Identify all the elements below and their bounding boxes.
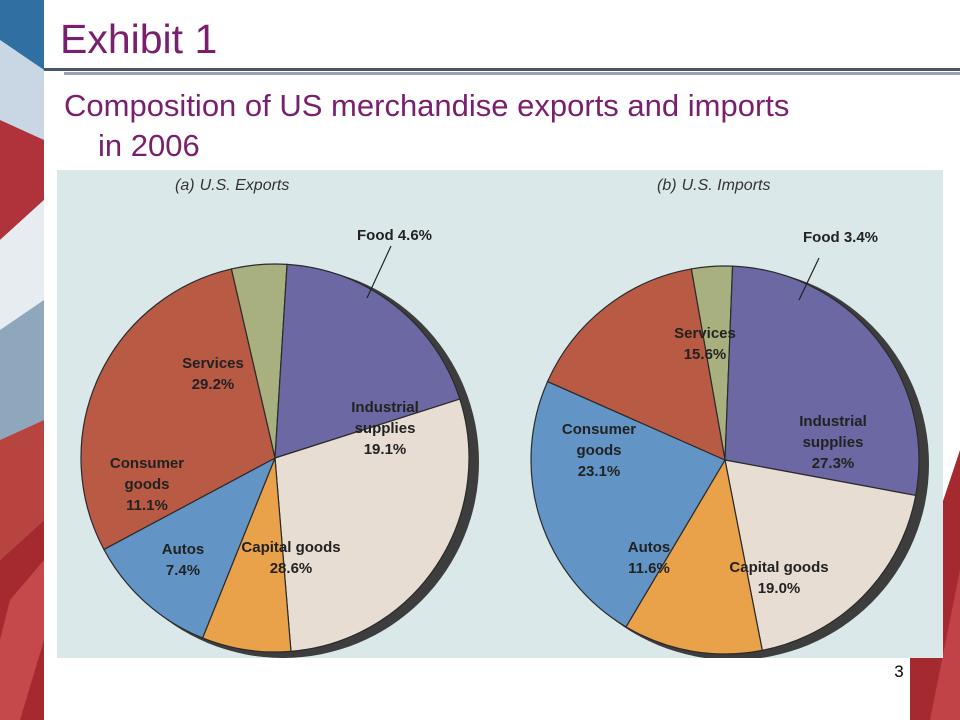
slice-label-capital-goods: Capital goods 28.6% [241,539,340,577]
slice-label-line: 11.6% [628,560,670,577]
slice-capital-goods [274,398,470,652]
slice-services [546,268,726,462]
slice-label-food: Food 3.4% [803,229,878,246]
slice-label-line: supplies [803,434,864,451]
slice-label-line: Autos [162,541,205,558]
slice-label-line: 15.6% [684,346,727,363]
pie-title-prefix: (a) [175,177,195,194]
slice-autos [625,458,763,655]
slice-consumer-goods [103,456,277,639]
slice-label-line: Consumer [562,421,636,438]
slice-label-line: Food 3.4% [803,229,878,246]
slice-label-line: 29.2% [192,376,235,393]
slice-label-capital-goods: Capital goods 19.0% [729,559,828,597]
slice-label-line: 19.0% [758,580,801,597]
slice-label-consumer-goods: Consumer goods 11.1% [110,455,184,514]
slice-label-line: Autos [628,539,671,556]
slice-label-autos: Autos 7.4% [162,541,205,579]
pie-title: (a) U.S. Exports [175,177,289,194]
slice-consumer-goods [530,380,726,628]
pie-title-text: U.S. Exports [200,177,290,194]
slice-services [80,268,276,551]
pie-title-prefix: (b) [657,177,677,194]
slice-label-line: Capital goods [241,539,340,556]
slice-label-line: goods [577,442,622,459]
slice-capital-goods [724,459,917,652]
slice-label-line: 7.4% [166,562,200,579]
slice-label-food: Food 4.6% [357,227,432,244]
slice-label-line: Food 4.6% [357,227,432,244]
slice-label-industrial-supplies: Industrial supplies 19.1% [351,399,419,458]
slice-label-line: 23.1% [578,463,621,480]
slice-label-line: Consumer [110,455,184,472]
slice-label-line: 19.1% [364,441,407,458]
slice-label-industrial-supplies: Industrial supplies 27.3% [799,413,867,472]
title-divider [44,68,960,75]
pie-u-s-imports: (b) U.S. Imports Food 3.4% Industrial suppli… [530,177,929,658]
slice-label-line: goods [125,476,170,493]
slice-label-line: Industrial [799,413,867,430]
leader-line-food [366,245,392,299]
slice-label-line: 28.6% [270,560,313,577]
slice-industrial-supplies [274,263,461,459]
slice-label-line: supplies [355,420,416,437]
slice-industrial-supplies [724,265,920,497]
slice-label-line: 27.3% [812,455,855,472]
pie-charts: (a) U.S. Exports Food 4.6% Industrial suppli… [80,177,929,658]
leader-line-food [798,257,820,301]
slide-subtitle: Composition of US merchandise exports an… [64,86,944,166]
decorative-left-strip [0,0,44,720]
subtitle-line-2: in 2006 [98,128,200,163]
subtitle-line-1: Composition of US merchandise exports an… [64,88,790,123]
slice-label-line: Capital goods [729,559,828,576]
pie-u-s-exports: (a) U.S. Exports Food 4.6% Industrial suppli… [80,177,479,658]
slice-label-consumer-goods: Consumer goods 23.1% [562,421,636,480]
slice-label-services: Services 29.2% [182,355,244,393]
slice-label-line: Services [674,325,736,342]
pie-title: (b) U.S. Imports [657,177,770,194]
slice-label-line: Services [182,355,244,372]
pie-title-text: U.S. Imports [682,177,771,194]
slice-label-line: 11.1% [126,497,168,514]
slice-label-autos: Autos 11.6% [628,539,671,577]
slice-label-line: Industrial [351,399,419,416]
chart-panel: (a) U.S. Exports Food 4.6% Industrial suppli… [57,170,943,658]
slide-title: Exhibit 1 [60,16,218,62]
slice-label-services: Services 15.6% [674,325,736,363]
page-number: 3 [894,662,904,681]
